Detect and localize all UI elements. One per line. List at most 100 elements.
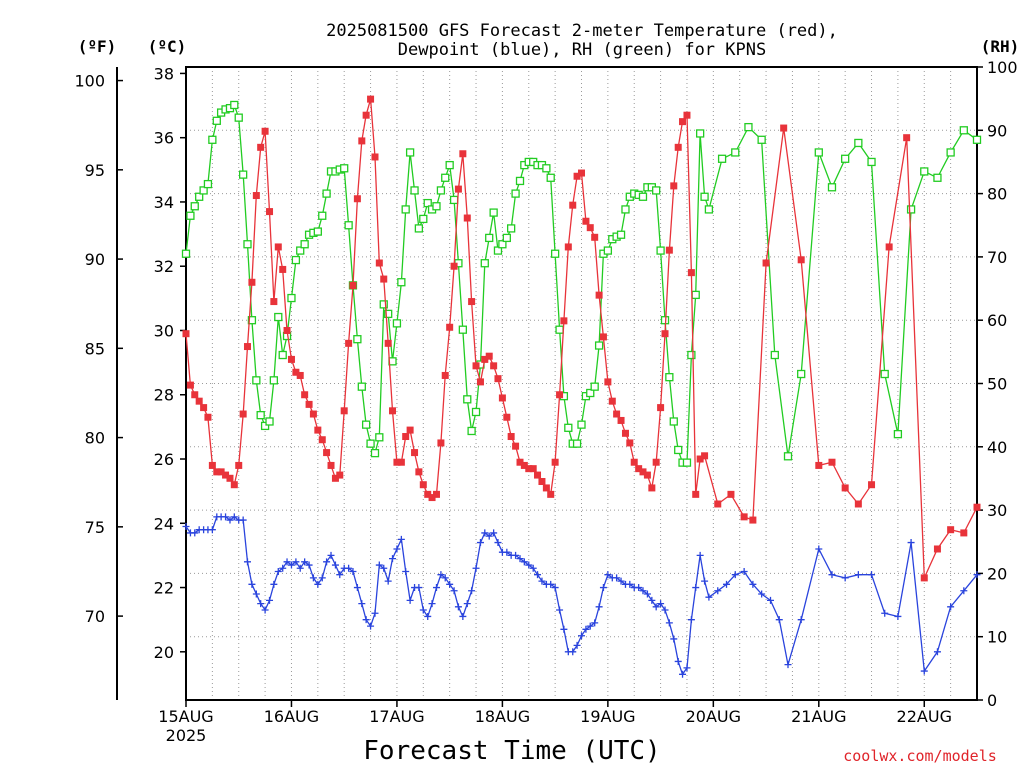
- x-tick-label: 17AUG: [369, 707, 424, 726]
- temperature-point: [389, 407, 397, 415]
- temperature-point: [186, 381, 194, 389]
- dewpoint-point: [841, 574, 849, 582]
- dewpoint-point: [573, 641, 581, 649]
- dewpoint-point: [613, 574, 621, 582]
- rh-point: [181, 249, 191, 258]
- x-tick-sublabel: 2025: [166, 726, 207, 745]
- fahrenheit-tick-label: 70: [85, 607, 105, 626]
- temperature-point: [854, 500, 862, 508]
- temperature-point: [432, 490, 440, 498]
- dewpoint-point: [599, 584, 607, 592]
- dewpoint-point: [692, 584, 700, 592]
- dewpoint-point: [481, 529, 489, 537]
- dewpoint-series: [182, 513, 981, 678]
- temperature-point: [490, 362, 498, 370]
- temperature-point: [674, 143, 682, 151]
- rh-point: [441, 173, 450, 182]
- rh-point: [436, 186, 446, 195]
- temperature-point: [687, 269, 695, 277]
- rh-point: [252, 376, 261, 385]
- temperature-point: [213, 468, 221, 476]
- rh-point: [577, 420, 586, 429]
- tick-labels: 20 22 24 26 28 30 32 34 36 38 70 75 80 85 90 95 100 0 10 20…: [74, 58, 1017, 745]
- dewpoint-point: [261, 606, 269, 614]
- chart-title-line-1: 2025081500 GFS Forecast 2-meter Temperat…: [326, 21, 838, 41]
- rh-point: [827, 183, 837, 192]
- temperature-point: [217, 468, 225, 476]
- fahrenheit-tick-label: 75: [85, 518, 105, 537]
- dewpoint-point: [402, 567, 410, 575]
- rh-point: [247, 316, 257, 325]
- x-tick-label: 20AUG: [686, 707, 741, 726]
- temperature-point: [222, 471, 230, 479]
- dewpoint-point: [389, 555, 397, 563]
- dewpoint-point: [586, 622, 594, 630]
- rh-point: [757, 135, 766, 144]
- rh-point: [696, 129, 705, 138]
- temperature-point: [204, 413, 212, 421]
- temperature-point: [419, 481, 427, 489]
- rh-point: [203, 179, 213, 189]
- temperature-point: [375, 259, 383, 267]
- temperature-point: [560, 317, 568, 325]
- celsius-tick-label: 36: [154, 129, 174, 148]
- temperature-point: [643, 471, 651, 479]
- rh-unit-label: (RH): [981, 37, 1020, 56]
- celsius-tick-label: 30: [154, 321, 174, 340]
- dewpoint-point: [362, 616, 370, 624]
- temperature-point: [292, 368, 300, 376]
- dewpoint-point: [468, 587, 476, 595]
- dewpoint-point: [960, 587, 968, 595]
- temperature-point: [208, 461, 216, 469]
- dewpoint-point: [679, 670, 687, 678]
- dewpoint-point: [406, 596, 414, 604]
- dewpoint-point: [450, 587, 458, 595]
- dewpoint-point: [775, 616, 783, 624]
- rh-point: [814, 148, 823, 157]
- celsius-unit-label: (ºC): [148, 37, 187, 56]
- dewpoint-point: [740, 567, 748, 575]
- dewpoint-point: [907, 539, 915, 547]
- dewpoint-point: [643, 590, 651, 598]
- rh-tick-label: 30: [987, 501, 1007, 520]
- rh-point: [269, 376, 279, 385]
- rh-point: [656, 246, 665, 255]
- temperature-point: [595, 291, 603, 299]
- rh-point: [340, 164, 349, 173]
- temperature-point: [885, 243, 893, 251]
- dewpoint-point: [749, 580, 757, 588]
- rh-point: [463, 395, 472, 404]
- temperature-point: [340, 407, 348, 415]
- rh-point: [700, 192, 709, 201]
- dewpoint-point: [485, 532, 493, 540]
- dewpoint-point: [503, 548, 511, 556]
- dewpoint-point: [358, 600, 366, 608]
- dewpoint-point: [397, 535, 405, 543]
- celsius-tick-label: 26: [154, 450, 174, 469]
- rh-point: [384, 309, 393, 319]
- temperature-point: [520, 461, 528, 469]
- rh-point: [502, 233, 511, 243]
- temperature-point: [529, 465, 537, 473]
- temperature-point: [920, 574, 928, 582]
- dewpoint-point: [446, 580, 454, 588]
- temperature-point: [714, 500, 722, 508]
- temperature-point: [301, 391, 309, 399]
- dewpoint-point: [367, 622, 375, 630]
- temperature-point: [437, 439, 445, 447]
- dewpoint-point: [301, 558, 309, 566]
- rh-point: [234, 113, 243, 122]
- temperature-point: [586, 224, 594, 232]
- rh-point: [652, 186, 661, 195]
- temperature-point: [639, 468, 647, 476]
- temperature-point: [323, 449, 331, 457]
- temperature-point: [450, 262, 458, 270]
- temperature-point: [507, 433, 515, 441]
- rh-point: [199, 186, 208, 195]
- rh-point: [515, 176, 525, 186]
- celsius-tick-label: 38: [154, 64, 174, 83]
- x-tick-label: 18AUG: [475, 707, 530, 726]
- x-tick-label: 19AUG: [580, 707, 635, 726]
- fahrenheit-tick-label: 95: [85, 161, 105, 180]
- rh-tick-label: 90: [987, 121, 1007, 140]
